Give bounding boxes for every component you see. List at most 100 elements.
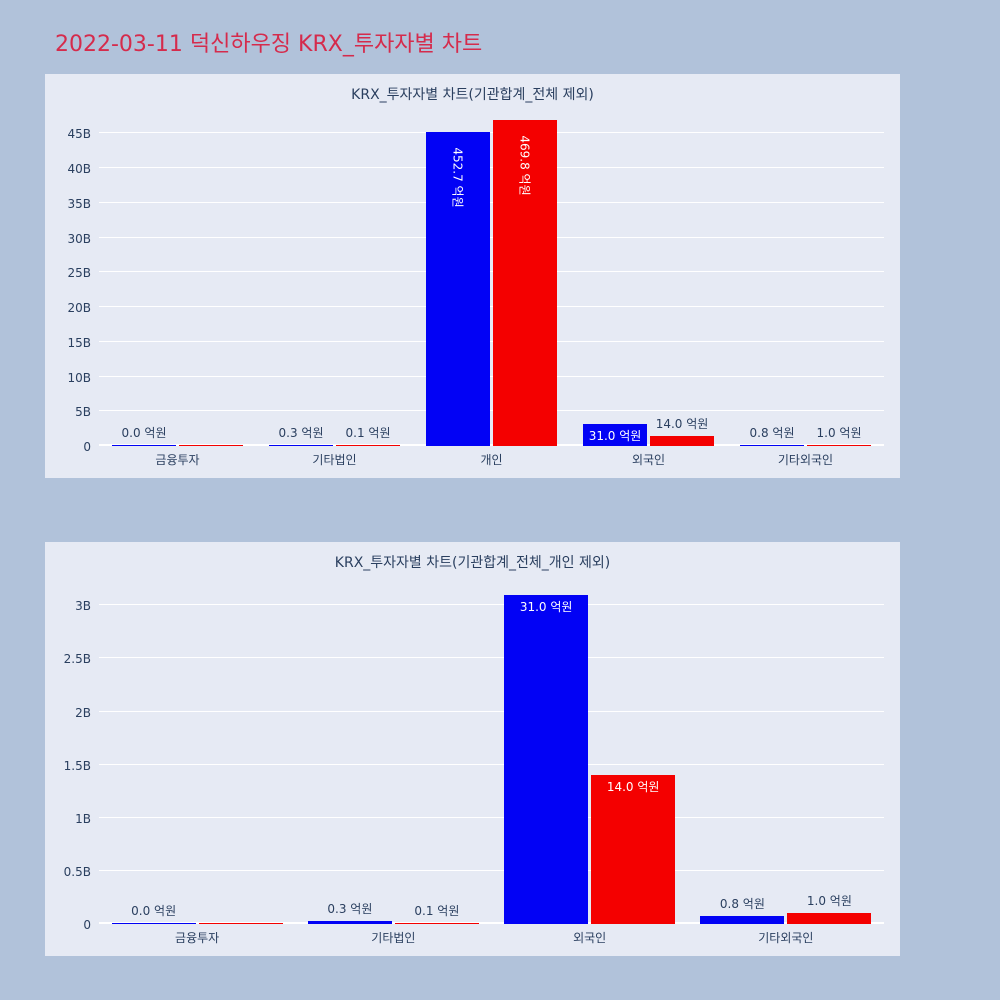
bar-blue-금융투자[interactable]: 0.0 억원 [111, 904, 196, 924]
gridline [99, 271, 884, 273]
bar-value-label: 469.8 억원 [517, 135, 532, 196]
bar-group-금융투자: 0.0 억원 [99, 584, 295, 924]
bar-groups: 0.0 억원 0.3 억원 0.1 억원 452.7 억원 469.8 억원 31.0 억… [99, 116, 884, 446]
bar-blue-외국인[interactable]: 31.0 억원 [504, 594, 589, 924]
y-tick-label: 1.5B [63, 758, 91, 773]
charts-container: KRX_투자자별 차트(기관합계_전체 제외) 0 5B 10B 15B 20B 25B 3… [0, 74, 1000, 956]
gridline [99, 604, 884, 606]
y-tick-label: 45B [67, 127, 91, 142]
y-tick-label: 15B [67, 335, 91, 350]
bar-blue-기타외국인[interactable]: 0.8 억원 [740, 426, 804, 446]
gridline [99, 869, 884, 871]
bar-red-기타외국인[interactable]: 1.0 억원 [807, 426, 871, 446]
x-axis-label-기타외국인: 기타외국인 [777, 453, 834, 467]
chart-top-plot-area: 0 5B 10B 15B 20B 25B 30B 35B 40B 45B 0.0 억원 0.3 억원 0… [67, 116, 884, 454]
bar-blue-금융투자[interactable]: 0.0 억원 [112, 426, 176, 446]
bar-value-label: 0.1 억원 [414, 903, 460, 918]
bar-group-기타법인: 0.3 억원 0.1 억원 [256, 116, 413, 446]
gridline [99, 657, 884, 659]
y-tick-label: 10B [67, 370, 91, 385]
y-tick-label: 40B [67, 162, 91, 177]
gridline [99, 340, 884, 342]
bar-value-label: 31.0 억원 [588, 429, 642, 444]
bar-group-금융투자: 0.0 억원 [99, 116, 256, 446]
bar-blue-기타법인[interactable]: 0.3 억원 [269, 426, 333, 446]
bar-value-label: 0.3 억원 [327, 901, 373, 916]
chart-bottom-plot-area: 0 0.5B 1B 1.5B 2B 2.5B 3B 0.0 억원 0.3 억원 0.1 억원 31.… [64, 584, 884, 932]
y-tick-label: 2.5B [63, 652, 91, 667]
bar-group-개인: 452.7 억원 469.8 억원 [413, 116, 570, 446]
bar-blue-개인[interactable]: 452.7 억원 [426, 131, 490, 446]
gridline [99, 922, 884, 924]
gridline [99, 710, 884, 712]
chart-top: KRX_투자자별 차트(기관합계_전체 제외) 0 5B 10B 15B 20B 25B 3… [45, 74, 900, 478]
bar-red-외국인[interactable]: 14.0 억원 [591, 775, 676, 924]
y-tick-label: 2B [75, 705, 91, 720]
bar-red-개인[interactable]: 469.8 억원 [493, 119, 557, 446]
bar-value-label: 0.8 억원 [719, 896, 765, 911]
y-tick-label: 1B [75, 811, 91, 826]
bar-value-label: 0.8 억원 [749, 426, 795, 440]
bar-value-label: 0.3 억원 [278, 426, 324, 440]
x-axis-label-외국인: 외국인 [631, 453, 666, 467]
gridline [99, 816, 884, 818]
chart-bottom-title: KRX_투자자별 차트(기관합계_전체_개인 제외) [334, 555, 611, 571]
bar-label-wrap: 452.7 억원 [426, 132, 490, 224]
y-tick-label: 20B [67, 301, 91, 316]
y-tick-label: 0.5B [63, 864, 91, 879]
bar-value-label: 0.0 억원 [131, 904, 177, 918]
bar-red-기타법인[interactable]: 0.1 억원 [394, 904, 479, 924]
bar-group-기타외국인: 0.8 억원 1.0 억원 [688, 584, 884, 924]
bar-value-label: 1.0 억원 [816, 426, 862, 440]
bar-red-금융투자[interactable] [198, 923, 283, 924]
bar-blue-기타외국인[interactable]: 0.8 억원 [700, 897, 785, 924]
bar-group-외국인: 31.0 억원 14.0 억원 [570, 116, 727, 446]
gridline [99, 201, 884, 203]
gridline [99, 763, 884, 765]
x-axis-label-기타법인: 기타법인 [312, 453, 357, 467]
bar-blue-외국인[interactable]: 31.0 억원 [583, 424, 647, 446]
x-axis-label-외국인: 외국인 [573, 931, 607, 945]
bar-value-label: 0.0 억원 [121, 426, 167, 440]
gridline [99, 236, 884, 238]
y-tick-label: 0 [83, 918, 91, 932]
gridline [99, 132, 884, 134]
gridline [99, 375, 884, 377]
bar-group-기타법인: 0.3 억원 0.1 억원 [295, 584, 491, 924]
chart-top-x-axis: 금융투자 기타법인 개인 외국인 기타외국인 [99, 451, 884, 468]
bar-value-label: 14.0 억원 [655, 417, 709, 432]
gridline [99, 410, 884, 412]
bar-red-기타외국인[interactable]: 1.0 억원 [787, 894, 872, 924]
bar-red-금융투자[interactable] [179, 445, 243, 446]
y-tick-label: 35B [67, 196, 91, 211]
y-tick-label: 3B [75, 599, 91, 614]
gridline [99, 167, 884, 169]
bar-label-wrap: 469.8 억원 [493, 120, 557, 212]
bar-groups: 0.0 억원 0.3 억원 0.1 억원 31.0 억원 14.0 억원 0.8 억원 1.… [99, 584, 884, 924]
y-tick-label: 30B [67, 231, 91, 246]
gridline [99, 306, 884, 308]
page-header: 2022-03-11 덕신하우징 KRX_투자자별 차트 [0, 0, 1000, 58]
chart-bottom: KRX_투자자별 차트(기관합계_전체_개인 제외) 0 0.5B 1B 1.5B 2B… [45, 542, 900, 956]
y-tick-label: 5B [75, 405, 91, 420]
x-axis-label-금융투자: 금융투자 [155, 453, 200, 467]
x-axis-label-개인: 개인 [480, 453, 503, 467]
bar-value-label: 1.0 억원 [806, 894, 852, 909]
y-tick-label: 25B [67, 266, 91, 281]
chart-bottom-x-axis: 금융투자 기타법인 외국인 기타외국인 [99, 929, 884, 946]
chart-top-title: KRX_투자자별 차트(기관합계_전체 제외) [351, 87, 594, 103]
bar-value-label: 0.1 억원 [345, 426, 391, 440]
bar-value-label: 31.0 억원 [519, 599, 573, 614]
gridline [99, 444, 884, 446]
page-title: 2022-03-11 덕신하우징 KRX_투자자별 차트 [55, 32, 483, 57]
x-axis-label-기타외국인: 기타외국인 [758, 931, 814, 945]
y-tick-label: 0 [83, 440, 91, 454]
bar-red-외국인[interactable]: 14.0 억원 [650, 417, 714, 446]
bar-group-기타외국인: 0.8 억원 1.0 억원 [727, 116, 884, 446]
x-axis-label-기타법인: 기타법인 [371, 931, 416, 945]
bar-red-기타법인[interactable]: 0.1 억원 [336, 426, 400, 446]
x-axis-label-금융투자: 금융투자 [175, 931, 220, 945]
bar-group-외국인: 31.0 억원 14.0 억원 [492, 584, 688, 924]
bar-value-label: 14.0 억원 [606, 780, 660, 795]
bar-blue-기타법인[interactable]: 0.3 억원 [307, 902, 392, 924]
